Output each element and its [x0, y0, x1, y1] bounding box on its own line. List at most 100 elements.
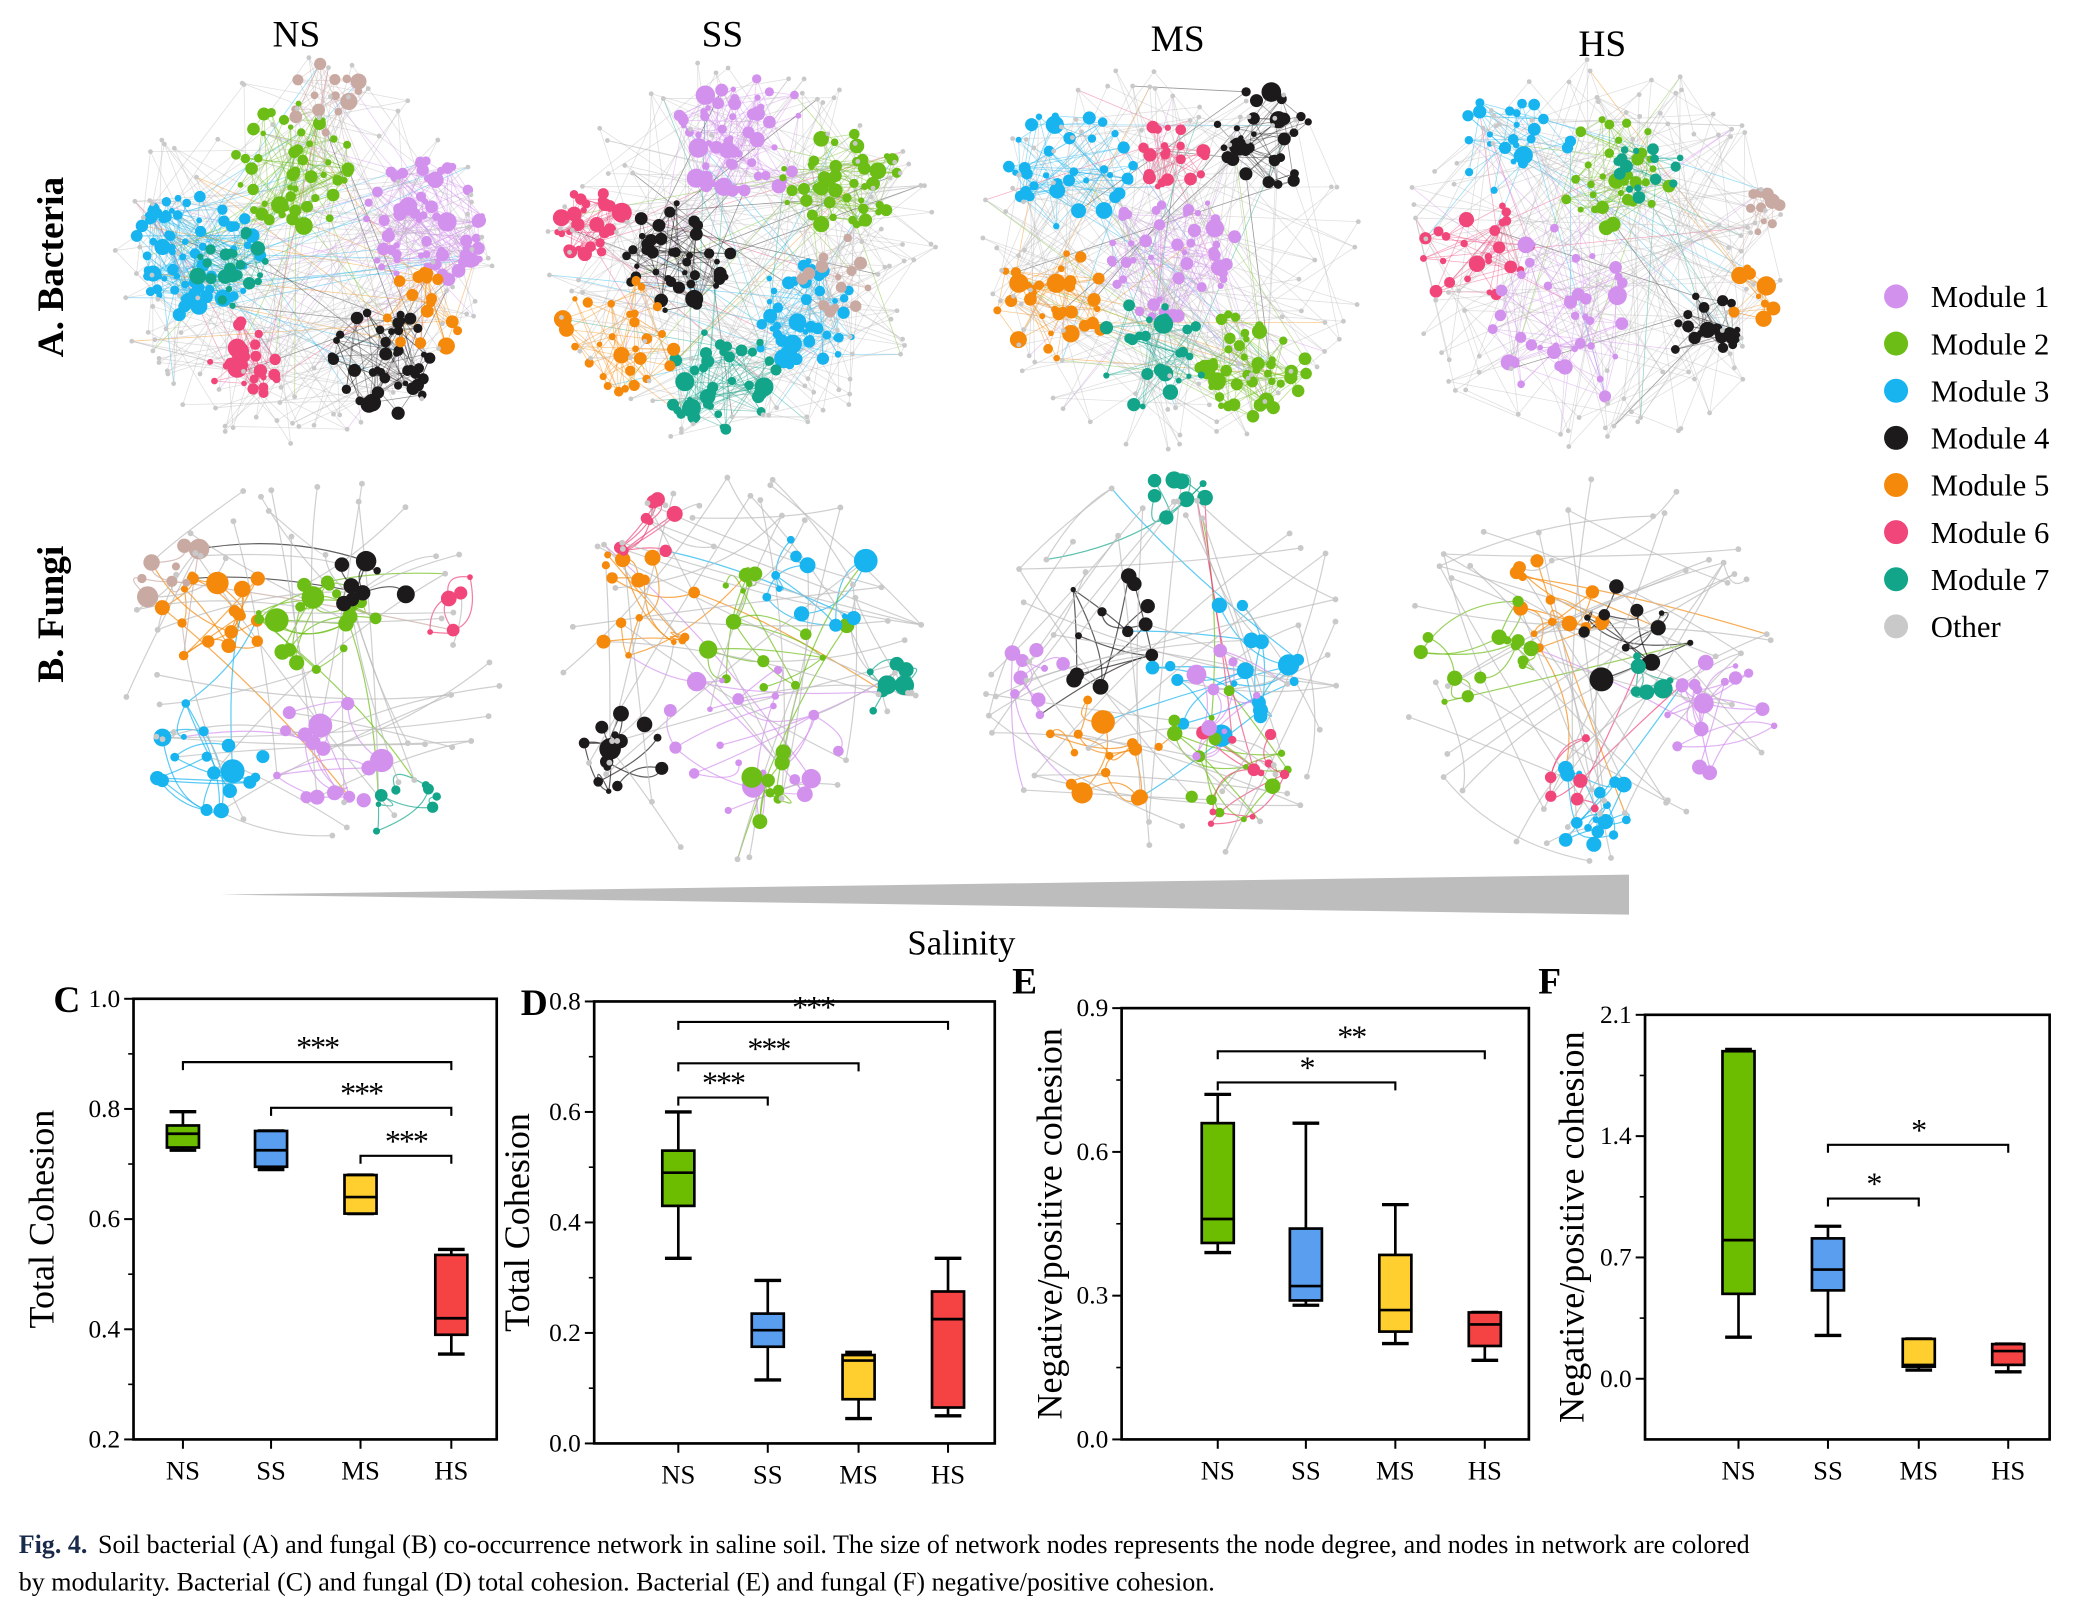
network-node — [667, 342, 681, 356]
network-node — [572, 296, 578, 302]
network-edge — [177, 124, 273, 199]
network-node — [799, 628, 812, 641]
network-node — [1083, 695, 1093, 705]
network-node — [450, 284, 455, 290]
network-node — [1039, 313, 1046, 320]
network-node — [612, 585, 619, 591]
network-edge — [568, 151, 904, 251]
network-node — [348, 363, 362, 377]
network-node — [1312, 257, 1318, 263]
network-node — [1220, 364, 1233, 377]
network-node — [869, 162, 887, 180]
network-node — [1086, 316, 1099, 330]
network-node — [1172, 272, 1185, 285]
network-node — [597, 125, 603, 131]
network-node — [1182, 324, 1193, 335]
network-node — [327, 353, 340, 365]
network-node — [569, 623, 576, 630]
network-node — [469, 246, 475, 252]
network-node — [624, 219, 630, 225]
network-node — [1243, 142, 1255, 154]
network-edge — [167, 264, 436, 372]
network-edge — [171, 247, 185, 299]
network-node — [849, 581, 856, 588]
network-node — [1617, 189, 1624, 197]
network-node — [1230, 680, 1238, 687]
network-node — [815, 96, 820, 102]
network-edge — [1413, 204, 1507, 213]
network-node — [752, 74, 762, 84]
network-node — [1070, 748, 1079, 757]
network-node — [237, 182, 244, 188]
network-edge — [774, 147, 865, 169]
network-edge — [206, 756, 348, 828]
network-edge — [354, 319, 387, 355]
network-node — [425, 200, 438, 214]
network-node — [1728, 340, 1738, 350]
network-node — [808, 709, 820, 721]
network-node — [595, 238, 605, 248]
network-edge — [200, 553, 343, 566]
network-node — [1277, 749, 1286, 757]
network-node — [292, 170, 300, 179]
network-node — [659, 544, 672, 558]
network-node — [714, 410, 723, 419]
network-node — [1157, 178, 1167, 188]
network-node — [1175, 377, 1182, 384]
network-edge — [851, 336, 905, 346]
network-edge — [820, 183, 855, 225]
network-edge — [319, 100, 408, 119]
network-node — [558, 230, 566, 238]
network-node — [393, 270, 400, 277]
network-edge — [194, 253, 471, 261]
network-edge — [161, 737, 207, 811]
network-node — [790, 680, 800, 690]
network-node — [1561, 194, 1572, 205]
network-node — [605, 788, 612, 794]
network-node — [559, 315, 564, 320]
network-node — [797, 182, 811, 195]
network-node — [853, 256, 868, 270]
network-edge — [426, 278, 447, 347]
network-node — [321, 128, 330, 137]
network-node — [1236, 599, 1249, 612]
network-node — [630, 170, 635, 176]
network-node — [1226, 153, 1240, 166]
network-edge — [150, 151, 201, 257]
network-node — [578, 737, 590, 749]
network-node — [1460, 239, 1468, 248]
network-node — [596, 247, 607, 257]
network-node — [180, 402, 186, 408]
network-node — [778, 512, 785, 519]
network-node — [802, 273, 810, 280]
network-node — [173, 571, 180, 578]
network-node — [662, 502, 669, 509]
network-node — [222, 423, 228, 429]
network-node — [1660, 369, 1666, 375]
network-node — [1633, 147, 1640, 154]
network-node — [689, 514, 696, 521]
network-node — [1674, 319, 1683, 328]
network-edge — [1679, 76, 1719, 136]
network-node — [1113, 187, 1126, 200]
network-edge — [270, 112, 291, 199]
network-node — [1748, 230, 1754, 236]
network-node — [843, 757, 849, 764]
network-node — [395, 108, 401, 114]
network-node — [156, 292, 163, 299]
network-node — [392, 317, 404, 329]
network-node — [650, 398, 656, 404]
network-node — [801, 517, 808, 524]
network-node — [603, 381, 612, 391]
network-node — [1093, 305, 1101, 313]
network-node — [900, 242, 905, 247]
network-node — [849, 138, 865, 154]
network-node — [1139, 403, 1146, 410]
network-node — [1128, 160, 1138, 171]
network-node — [1178, 491, 1195, 508]
network-edge — [147, 558, 227, 598]
network-node — [666, 207, 673, 214]
network-node — [150, 348, 156, 354]
network-edge — [823, 271, 840, 338]
network-node — [334, 557, 350, 572]
